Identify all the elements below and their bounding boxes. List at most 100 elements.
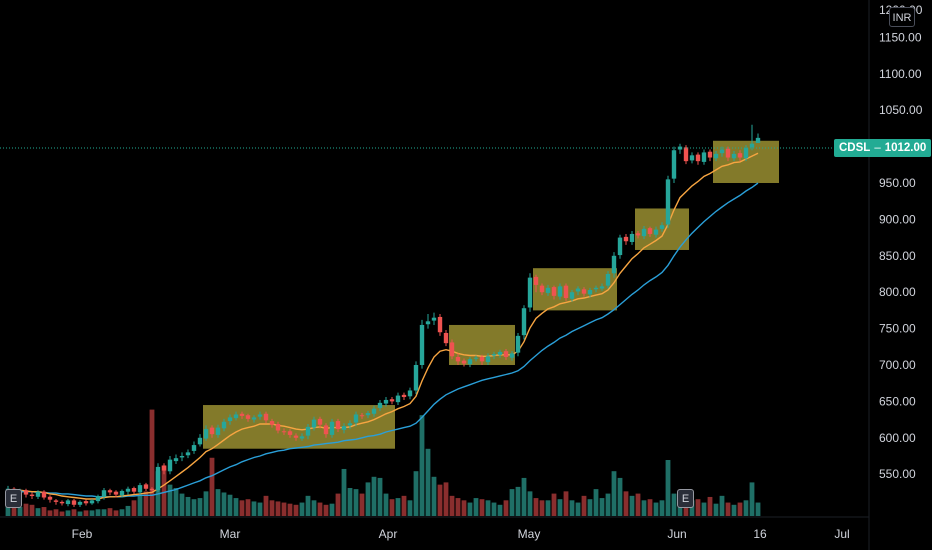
candle-body [107, 490, 113, 493]
candle-body [449, 342, 455, 357]
volume-bar [575, 502, 581, 516]
volume-bar [347, 488, 353, 516]
volume-bar [185, 496, 191, 516]
candle-body [371, 408, 377, 414]
consolidation-box [203, 405, 395, 449]
price-tick-label: 550.00 [879, 467, 916, 481]
currency-badge[interactable]: INR [889, 7, 915, 27]
volume-bar [419, 415, 425, 516]
price-tick-label: 800.00 [879, 285, 916, 299]
volume-bar [281, 502, 287, 516]
candle-body [545, 287, 551, 293]
volume-bar [611, 471, 617, 516]
candle-body [407, 390, 413, 397]
candle-body [689, 155, 695, 161]
candle-body [473, 357, 479, 359]
volume-bar [587, 499, 593, 516]
earnings-event-icon[interactable]: E [5, 489, 22, 508]
candle-body [581, 289, 587, 294]
candle-body [413, 365, 419, 391]
volume-bar [107, 508, 113, 516]
volume-bar [323, 504, 329, 516]
volume-bar [299, 502, 305, 516]
candle-body [713, 153, 719, 159]
earnings-event-icon[interactable]: E [677, 489, 694, 508]
candle-body [509, 353, 515, 358]
candle-body [719, 149, 725, 154]
candle-body [755, 137, 761, 143]
candle-body [749, 143, 755, 148]
candle-body [23, 490, 29, 495]
candle-body [557, 286, 563, 297]
candle-body [611, 255, 617, 274]
candle-body [197, 437, 203, 445]
candle-body [455, 356, 461, 362]
candle-body [533, 276, 539, 285]
volume-bar [707, 496, 713, 516]
volume-bar [47, 510, 53, 516]
price-tick-label: 900.00 [879, 212, 916, 226]
volume-bar [89, 510, 95, 516]
volume-bar [101, 509, 107, 516]
volume-bar [449, 495, 455, 516]
price-tick-label: 750.00 [879, 322, 916, 336]
candle-body [515, 335, 521, 353]
volume-bar [569, 500, 575, 516]
time-tick-label: Feb [72, 527, 93, 541]
volume-bar [719, 495, 725, 516]
volume-bar [539, 500, 545, 516]
volume-bar [503, 500, 509, 516]
volume-bar [251, 501, 257, 516]
candle-body [677, 146, 683, 150]
volume-bar [161, 465, 167, 516]
volume-bar [635, 493, 641, 516]
volume-bar [473, 498, 479, 516]
volume-bar [413, 471, 419, 516]
volume-bar [269, 500, 275, 516]
price-tick-label: 1050.00 [879, 103, 923, 117]
candle-body [359, 415, 365, 417]
candle-body [395, 395, 401, 403]
candle-body [257, 414, 263, 417]
volume-bar [35, 508, 41, 516]
volume-bar [701, 502, 707, 516]
volume-bar [407, 500, 413, 516]
candle-body [161, 465, 167, 471]
candle-body [701, 152, 707, 162]
candle-body [101, 490, 107, 497]
candle-body [575, 288, 581, 292]
candle-body [41, 491, 47, 498]
price-tick-label: 850.00 [879, 249, 916, 263]
candle-body [191, 445, 197, 451]
volume-bar [305, 495, 311, 516]
consolidation-box [533, 268, 617, 311]
candle-body [743, 148, 749, 159]
candle-body [137, 485, 143, 493]
volume-bar [455, 498, 461, 516]
volume-bar [329, 503, 335, 516]
volume-bar [713, 503, 719, 516]
volume-bar [17, 507, 23, 516]
candle-body [365, 413, 371, 416]
candle-body [221, 421, 227, 429]
volume-bar [563, 491, 569, 516]
candle-body [35, 491, 41, 497]
volume-bar [557, 499, 563, 516]
candle-body [281, 431, 287, 433]
candle-body [83, 501, 89, 504]
candle-body [65, 500, 71, 505]
volume-bar [617, 477, 623, 516]
volume-bar [137, 495, 143, 516]
candle-body [683, 147, 689, 162]
time-axis[interactable]: Feb Mar Apr May Jun 16 Jul [72, 527, 850, 541]
volume-bar [335, 493, 341, 516]
candle-body [593, 287, 599, 290]
candle-body [287, 431, 293, 435]
candle-body [419, 324, 425, 365]
volume-bar [149, 409, 155, 516]
volume-bar [515, 486, 521, 516]
candle-body [521, 308, 527, 336]
